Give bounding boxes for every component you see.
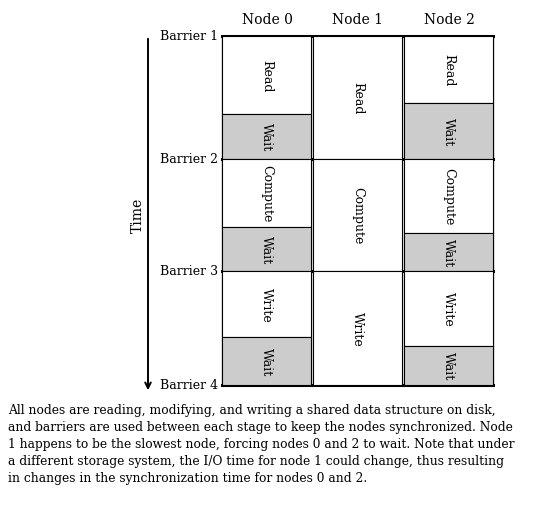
Text: Node 2: Node 2 [423, 13, 475, 27]
Text: Barrier 1: Barrier 1 [160, 30, 218, 43]
Bar [313, 272, 402, 385]
Text: Compute: Compute [260, 165, 273, 222]
Bar [222, 37, 311, 115]
Text: Compute: Compute [351, 187, 364, 244]
Bar [222, 115, 311, 160]
Text: Write: Write [442, 291, 455, 326]
Text: Wait: Wait [442, 118, 455, 146]
Text: Barrier 4: Barrier 4 [160, 379, 218, 392]
Text: Write: Write [260, 287, 273, 322]
Bar [404, 160, 493, 233]
Text: Node 1: Node 1 [332, 13, 384, 27]
Text: Wait: Wait [260, 123, 273, 152]
Bar [222, 160, 311, 228]
Text: Read: Read [442, 54, 455, 86]
Bar [222, 272, 311, 337]
Bar [222, 228, 311, 272]
Text: Wait: Wait [442, 351, 455, 380]
Bar [404, 37, 493, 104]
Bar [404, 233, 493, 272]
Bar [313, 37, 402, 160]
Text: All nodes are reading, modifying, and writing a shared data structure on disk,
a: All nodes are reading, modifying, and wr… [8, 403, 514, 484]
Text: Compute: Compute [442, 168, 455, 225]
Bar [222, 337, 311, 385]
Text: Wait: Wait [260, 347, 273, 375]
Text: Read: Read [260, 60, 273, 92]
Text: Wait: Wait [442, 238, 455, 267]
Text: Barrier 2: Barrier 2 [160, 153, 218, 166]
Bar [313, 160, 402, 272]
Text: Write: Write [351, 311, 364, 346]
Bar [404, 272, 493, 346]
Bar [404, 346, 493, 385]
Text: Read: Read [351, 82, 364, 115]
Text: Wait: Wait [260, 235, 273, 264]
Text: Node 0: Node 0 [241, 13, 292, 27]
Text: Barrier 3: Barrier 3 [160, 265, 218, 278]
Text: Time: Time [131, 197, 145, 233]
Bar [404, 104, 493, 160]
